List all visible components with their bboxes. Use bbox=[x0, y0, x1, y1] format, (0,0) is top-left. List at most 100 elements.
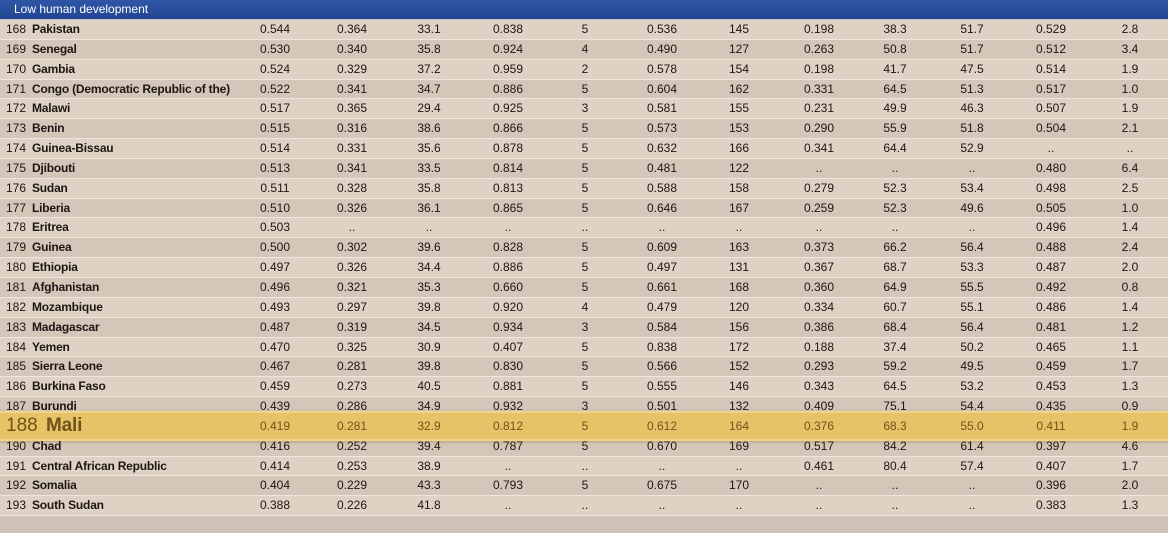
value-cell: 64.5 bbox=[883, 81, 907, 96]
highlight-value-cell: 0.612 bbox=[646, 419, 678, 433]
country-cell: Congo (Democratic Republic of the) bbox=[32, 81, 230, 96]
value-cell: 0.364 bbox=[336, 22, 368, 36]
value-cell: .. bbox=[735, 498, 743, 513]
value-cell: 0.661 bbox=[646, 279, 678, 294]
table-row: 179 Guinea 0.500 0.302 39.6 0.828 5 0.609 163 0.3… bbox=[0, 238, 1168, 259]
value-cell: 0.414 bbox=[259, 458, 291, 473]
country-cell: Liberia bbox=[32, 200, 70, 215]
value-cell: .. bbox=[348, 220, 356, 235]
value-cell: 0.507 bbox=[1035, 101, 1067, 116]
value-cell: 29.4 bbox=[417, 101, 441, 116]
value-cell: 0.486 bbox=[1035, 299, 1067, 314]
country-cell: Djibouti bbox=[32, 160, 76, 175]
value-cell: 0.341 bbox=[803, 141, 835, 156]
value-cell: 0.365 bbox=[336, 101, 368, 116]
value-cell: 0.573 bbox=[646, 121, 678, 136]
value-cell: 0.488 bbox=[1035, 240, 1067, 255]
value-cell: 53.4 bbox=[960, 180, 984, 195]
value-cell: 35.3 bbox=[417, 279, 441, 294]
value-cell: 0.319 bbox=[336, 319, 368, 334]
value-cell: 0.959 bbox=[492, 61, 524, 76]
value-cell: 0.517 bbox=[259, 101, 291, 116]
value-cell: 33.5 bbox=[417, 160, 441, 175]
value-cell: 5 bbox=[581, 339, 589, 354]
value-cell: 1.3 bbox=[1121, 379, 1139, 394]
rank-cell: 170 bbox=[6, 61, 27, 76]
value-cell: 0.326 bbox=[336, 260, 368, 275]
value-cell: 0.814 bbox=[492, 160, 524, 175]
value-cell: 0.501 bbox=[646, 399, 678, 414]
value-cell: 168 bbox=[728, 279, 750, 294]
value-cell: 0.517 bbox=[803, 438, 835, 453]
value-cell: 0.470 bbox=[259, 339, 291, 354]
value-cell: 1.7 bbox=[1121, 458, 1139, 473]
value-cell: 5 bbox=[581, 478, 589, 493]
value-cell: 0.500 bbox=[259, 240, 291, 255]
country-cell: Burkina Faso bbox=[32, 379, 106, 394]
rank-cell: 181 bbox=[6, 279, 27, 294]
rank-cell: 185 bbox=[6, 359, 27, 374]
value-cell: 5 bbox=[581, 160, 589, 175]
value-cell: 0.481 bbox=[646, 160, 678, 175]
value-cell: 5 bbox=[581, 180, 589, 195]
value-cell: 2.8 bbox=[1121, 22, 1139, 36]
value-cell: 0.544 bbox=[259, 22, 291, 36]
value-cell: 131 bbox=[728, 260, 750, 275]
value-cell: 38.6 bbox=[417, 121, 441, 136]
value-cell: 47.5 bbox=[960, 61, 984, 76]
highlight-value-cell: 0.812 bbox=[492, 419, 524, 433]
value-cell: 2.1 bbox=[1121, 121, 1139, 136]
table-row: 190 Chad 0.416 0.252 39.4 0.787 5 0.670 169 0.517… bbox=[0, 436, 1168, 457]
value-cell: 0.838 bbox=[492, 22, 524, 36]
value-cell: 80.4 bbox=[883, 458, 907, 473]
value-cell: 0.481 bbox=[1035, 319, 1067, 334]
value-cell: 51.7 bbox=[960, 22, 984, 36]
value-cell: 0.584 bbox=[646, 319, 678, 334]
value-cell: 2 bbox=[581, 61, 589, 76]
value-cell: 0.497 bbox=[646, 260, 678, 275]
value-cell: 39.6 bbox=[417, 240, 441, 255]
value-cell: 1.9 bbox=[1121, 101, 1139, 116]
value-cell: 0.581 bbox=[646, 101, 678, 116]
table-row: 192 Somalia 0.404 0.229 43.3 0.793 5 0.675 170..… bbox=[0, 476, 1168, 497]
value-cell: 0.407 bbox=[1035, 458, 1067, 473]
value-cell: .. bbox=[891, 160, 899, 175]
table-row: 171 Congo (Democratic Republic of the) 0.5… bbox=[0, 79, 1168, 100]
value-cell: .. bbox=[891, 498, 899, 513]
value-cell: 0.263 bbox=[803, 41, 835, 56]
value-cell: 167 bbox=[728, 200, 750, 215]
section-header: Low human development bbox=[0, 0, 1168, 19]
value-cell: 37.4 bbox=[883, 339, 907, 354]
country-cell: Senegal bbox=[32, 41, 77, 56]
value-cell: 0.343 bbox=[803, 379, 835, 394]
value-cell: 0.286 bbox=[336, 399, 368, 414]
country-cell: South Sudan bbox=[32, 498, 104, 513]
rank-cell: 171 bbox=[6, 81, 27, 96]
country-cell: Burundi bbox=[32, 399, 77, 414]
value-cell: 0.920 bbox=[492, 299, 524, 314]
value-cell: 1.4 bbox=[1121, 220, 1139, 235]
value-cell: 0.188 bbox=[803, 339, 835, 354]
value-cell: 49.9 bbox=[883, 101, 907, 116]
value-cell: 0.529 bbox=[1035, 22, 1067, 36]
value-cell: 61.4 bbox=[960, 438, 984, 453]
value-cell: 0.388 bbox=[259, 498, 291, 513]
country-cell: Chad bbox=[32, 438, 62, 453]
rank-cell: 180 bbox=[6, 260, 27, 275]
value-cell: 0.326 bbox=[336, 200, 368, 215]
value-cell: 0.490 bbox=[646, 41, 678, 56]
highlight-value-cell: 5 bbox=[581, 419, 589, 433]
rank-cell: 183 bbox=[6, 319, 27, 334]
value-cell: 0.886 bbox=[492, 81, 524, 96]
value-cell: 0.828 bbox=[492, 240, 524, 255]
value-cell: 55.5 bbox=[960, 279, 984, 294]
rank-cell: 178 bbox=[6, 220, 27, 235]
table-row: 185 Sierra Leone 0.467 0.281 39.8 0.830 5 0.566… bbox=[0, 357, 1168, 378]
value-cell: 0.524 bbox=[259, 61, 291, 76]
value-cell: 0.510 bbox=[259, 200, 291, 215]
rank-cell: 190 bbox=[6, 438, 27, 453]
value-cell: 0.302 bbox=[336, 240, 368, 255]
value-cell: 0.9 bbox=[1121, 399, 1139, 414]
table-row: 170 Gambia 0.524 0.329 37.2 0.959 2 0.578 154 0.1… bbox=[0, 59, 1168, 80]
value-cell: 172 bbox=[728, 339, 750, 354]
